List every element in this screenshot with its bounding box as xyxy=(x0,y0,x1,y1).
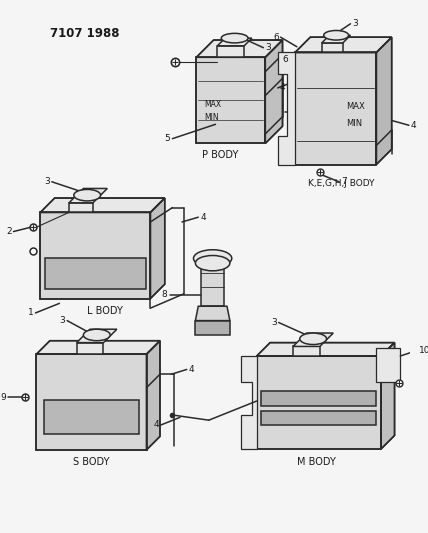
Polygon shape xyxy=(257,356,381,449)
Text: 3: 3 xyxy=(271,318,277,327)
Polygon shape xyxy=(376,37,392,165)
Bar xyxy=(262,391,376,406)
Polygon shape xyxy=(36,354,146,450)
Text: K,E,G,H,J BODY: K,E,G,H,J BODY xyxy=(308,179,374,188)
Polygon shape xyxy=(196,57,265,143)
Polygon shape xyxy=(77,329,117,343)
Polygon shape xyxy=(146,341,160,450)
Polygon shape xyxy=(196,306,230,320)
Text: S BODY: S BODY xyxy=(73,457,109,466)
Text: 6: 6 xyxy=(282,55,288,64)
Text: 4: 4 xyxy=(411,121,416,130)
Polygon shape xyxy=(196,40,282,57)
Ellipse shape xyxy=(193,250,232,267)
Text: 2: 2 xyxy=(6,227,12,236)
Text: MIN: MIN xyxy=(346,118,362,127)
Text: 4: 4 xyxy=(200,213,206,222)
Text: 4: 4 xyxy=(279,84,285,92)
Text: MIN: MIN xyxy=(204,113,219,122)
Bar xyxy=(196,320,230,335)
Polygon shape xyxy=(257,343,395,356)
Polygon shape xyxy=(376,349,400,382)
Text: 4: 4 xyxy=(153,421,159,430)
Text: P BODY: P BODY xyxy=(202,150,238,160)
Polygon shape xyxy=(322,35,351,43)
Polygon shape xyxy=(36,341,160,354)
Polygon shape xyxy=(293,333,333,346)
Polygon shape xyxy=(241,356,257,449)
Polygon shape xyxy=(40,198,165,213)
Polygon shape xyxy=(381,343,395,449)
Text: L BODY: L BODY xyxy=(87,306,123,316)
Polygon shape xyxy=(40,213,150,298)
Polygon shape xyxy=(278,52,295,165)
Polygon shape xyxy=(322,43,343,52)
Text: 3: 3 xyxy=(352,19,358,28)
Text: 4: 4 xyxy=(189,365,194,374)
Polygon shape xyxy=(295,52,376,165)
Ellipse shape xyxy=(300,333,327,344)
Text: 5: 5 xyxy=(165,134,170,143)
Polygon shape xyxy=(217,46,244,57)
Polygon shape xyxy=(265,40,282,143)
Text: 1: 1 xyxy=(28,309,33,318)
Text: 3: 3 xyxy=(44,177,50,186)
Ellipse shape xyxy=(83,329,110,341)
Polygon shape xyxy=(77,343,104,354)
Text: 9: 9 xyxy=(0,393,6,402)
Bar xyxy=(44,400,139,433)
Ellipse shape xyxy=(196,255,230,271)
Ellipse shape xyxy=(221,34,248,43)
Text: 7: 7 xyxy=(341,177,347,186)
Polygon shape xyxy=(217,38,252,46)
Ellipse shape xyxy=(74,189,101,201)
Text: 3: 3 xyxy=(265,43,271,52)
Polygon shape xyxy=(293,346,320,356)
Polygon shape xyxy=(69,189,107,203)
Polygon shape xyxy=(150,198,165,298)
Text: 10: 10 xyxy=(419,346,428,355)
Text: M BODY: M BODY xyxy=(297,457,336,466)
Bar xyxy=(45,259,146,289)
Text: 6: 6 xyxy=(273,33,279,42)
Text: 8: 8 xyxy=(162,290,168,299)
Polygon shape xyxy=(295,37,392,52)
Bar xyxy=(201,263,224,306)
Text: 3: 3 xyxy=(59,316,65,325)
Text: MAX: MAX xyxy=(346,102,365,111)
Bar xyxy=(262,410,376,425)
Polygon shape xyxy=(69,203,93,213)
Ellipse shape xyxy=(324,30,348,40)
Text: MAX: MAX xyxy=(204,100,221,109)
Text: 7107 1988: 7107 1988 xyxy=(50,27,119,39)
